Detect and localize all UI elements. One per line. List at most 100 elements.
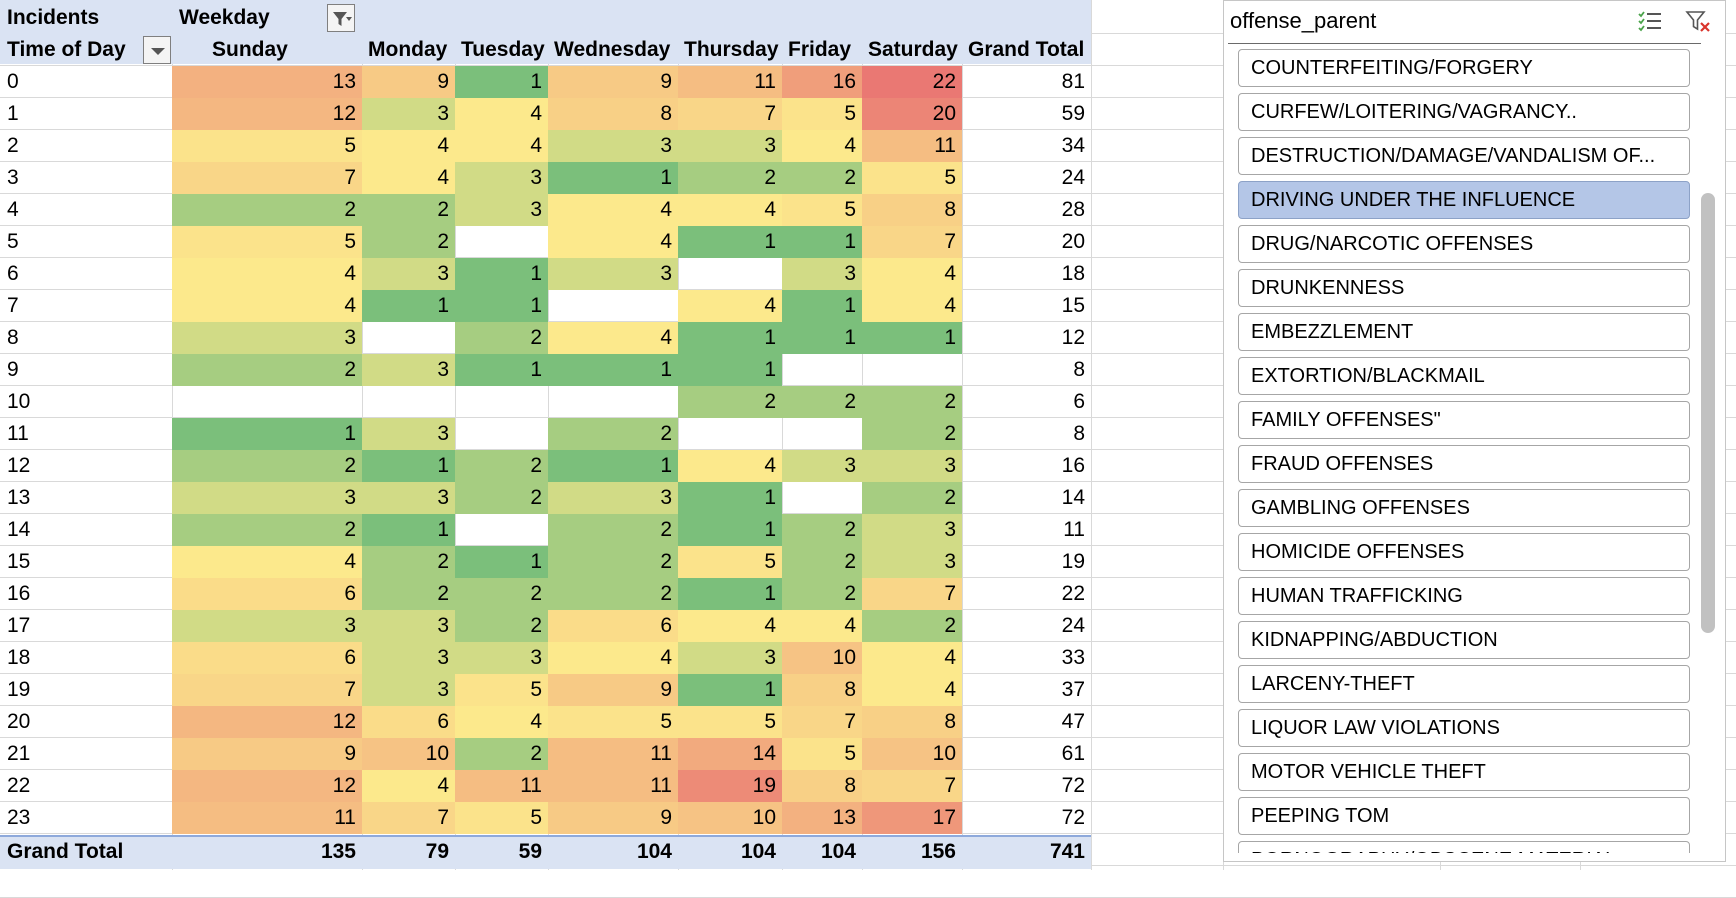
- slicer-item[interactable]: MOTOR VEHICLE THEFT: [1238, 753, 1690, 791]
- value-cell: 22: [862, 66, 962, 98]
- slicer-item[interactable]: KIDNAPPING/ABDUCTION: [1238, 621, 1690, 659]
- value-cell: 20: [862, 98, 962, 130]
- row-filter-button[interactable]: [143, 36, 171, 64]
- value-cell: 3: [362, 258, 455, 290]
- slicer-item[interactable]: COUNTERFEITING/FORGERY: [1238, 49, 1690, 87]
- slicer-item[interactable]: PORNOGRAPHY/OBSCENE MATERIAL: [1238, 841, 1690, 853]
- slicer-item[interactable]: HOMICIDE OFFENSES: [1238, 533, 1690, 571]
- value-cell: 9: [548, 66, 678, 98]
- value-cell: 11: [862, 130, 962, 162]
- value-cell: 5: [678, 546, 782, 578]
- value-cell: 8: [782, 770, 862, 802]
- value-cell: 4: [782, 130, 862, 162]
- value-cell: 2: [548, 418, 678, 450]
- value-cell: 2: [678, 386, 782, 418]
- value-cell: 10: [782, 642, 862, 674]
- slicer-item[interactable]: GAMBLING OFFENSES: [1238, 489, 1690, 527]
- row-grand-total: 6: [1073, 390, 1085, 413]
- column-header-friday: Friday: [788, 38, 852, 61]
- column-filter-button[interactable]: [327, 4, 355, 32]
- slicer-item[interactable]: FRAUD OFFENSES: [1238, 445, 1690, 483]
- value-cell: 1: [455, 258, 548, 290]
- value-cell: 2: [862, 482, 962, 514]
- value-cell: 2: [678, 162, 782, 194]
- value-cell: 1: [455, 66, 548, 98]
- value-cell: 4: [172, 290, 362, 322]
- slicer-item[interactable]: FAMILY OFFENSES": [1238, 401, 1690, 439]
- row-label: 0: [7, 70, 19, 93]
- slicer-item[interactable]: DESTRUCTION/DAMAGE/VANDALISM OF...: [1238, 137, 1690, 175]
- slicer-item[interactable]: EMBEZZLEMENT: [1238, 313, 1690, 351]
- slicer-item[interactable]: LARCENY-THEFT: [1238, 665, 1690, 703]
- row-label: 5: [7, 230, 19, 253]
- column-header-sunday: Sunday: [212, 38, 288, 61]
- value-cell: 4: [862, 290, 962, 322]
- value-cell: 2: [782, 162, 862, 194]
- slicer-item[interactable]: DRUNKENNESS: [1238, 269, 1690, 307]
- grand-total-cell: 104: [740, 840, 776, 863]
- slicer-item[interactable]: DRIVING UNDER THE INFLUENCE: [1238, 181, 1690, 219]
- row-grand-total: 11: [1063, 518, 1085, 541]
- value-cell: 3: [455, 194, 548, 226]
- value-cell: 4: [362, 162, 455, 194]
- value-cell: 12: [172, 770, 362, 802]
- row-label: 22: [7, 774, 31, 797]
- value-cell: 7: [862, 226, 962, 258]
- value-cell: 3: [362, 610, 455, 642]
- pivot-row: 4 2 2 3 4 4 5 8 28: [0, 194, 1091, 226]
- value-cell: 6: [362, 706, 455, 738]
- value-cell: 8: [548, 98, 678, 130]
- row-grand-total: 14: [1061, 486, 1085, 509]
- value-cell: 1: [678, 482, 782, 514]
- pivot-row: 16 6 2 2 2 1 2 7 22: [0, 578, 1091, 610]
- pivot-header-row-2: Time of Day Sunday Monday Tuesday Wednesday…: [0, 34, 1091, 66]
- slicer-item[interactable]: PEEPING TOM: [1238, 797, 1690, 835]
- slicer-item-list: COUNTERFEITING/FORGERY CURFEW/LOITERING/V…: [1238, 49, 1691, 853]
- value-cell: 6: [548, 610, 678, 642]
- value-cell: 13: [782, 802, 862, 834]
- slicer-item[interactable]: DRUG/NARCOTIC OFFENSES: [1238, 225, 1690, 263]
- row-label: 6: [7, 262, 19, 285]
- row-grand-total: 24: [1061, 166, 1085, 189]
- row-label: 2: [7, 134, 19, 157]
- value-cell: 11: [455, 770, 548, 802]
- value-cell: 7: [172, 162, 362, 194]
- value-cell: 5: [172, 130, 362, 162]
- value-cell: 5: [172, 226, 362, 258]
- value-cell: 8: [862, 194, 962, 226]
- value-cell: 5: [862, 162, 962, 194]
- value-cell: 5: [548, 706, 678, 738]
- value-cell: [862, 354, 962, 386]
- value-cell: 1: [678, 514, 782, 546]
- slicer-scrollbar[interactable]: [1701, 193, 1715, 633]
- pivot-row: 15 4 2 1 2 5 2 3 19: [0, 546, 1091, 578]
- row-label: 18: [7, 646, 31, 669]
- value-cell: 2: [172, 354, 362, 386]
- value-cell: 4: [172, 546, 362, 578]
- slicer-item[interactable]: CURFEW/LOITERING/VAGRANCY..: [1238, 93, 1690, 131]
- clear-filter-icon[interactable]: [1684, 7, 1714, 35]
- slicer-item[interactable]: LIQUOR LAW VIOLATIONS: [1238, 709, 1690, 747]
- value-cell: 2: [862, 610, 962, 642]
- gridline-vertical: [455, 0, 456, 870]
- value-cell: 3: [548, 258, 678, 290]
- value-cell: 3: [862, 514, 962, 546]
- pivot-row: 20 12 6 4 5 5 7 8 47: [0, 706, 1091, 738]
- row-label: 9: [7, 358, 19, 381]
- value-cell: 1: [548, 450, 678, 482]
- value-cell: 1: [362, 290, 455, 322]
- value-cell: 2: [362, 226, 455, 258]
- value-cell: 9: [548, 674, 678, 706]
- value-cell: 1: [678, 674, 782, 706]
- value-cell: [455, 386, 548, 418]
- value-cell: 2: [455, 578, 548, 610]
- row-label: 16: [7, 582, 31, 605]
- value-cell: 2: [782, 386, 862, 418]
- column-field-label: Weekday: [179, 6, 270, 29]
- slicer-item[interactable]: EXTORTION/BLACKMAIL: [1238, 357, 1690, 395]
- slicer-item[interactable]: HUMAN TRAFFICKING: [1238, 577, 1690, 615]
- value-cell: 3: [362, 354, 455, 386]
- value-cell: 3: [548, 482, 678, 514]
- multi-select-icon[interactable]: [1636, 7, 1666, 35]
- value-cell: [782, 418, 862, 450]
